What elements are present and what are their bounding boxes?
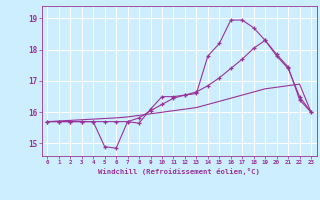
- X-axis label: Windchill (Refroidissement éolien,°C): Windchill (Refroidissement éolien,°C): [98, 168, 260, 175]
